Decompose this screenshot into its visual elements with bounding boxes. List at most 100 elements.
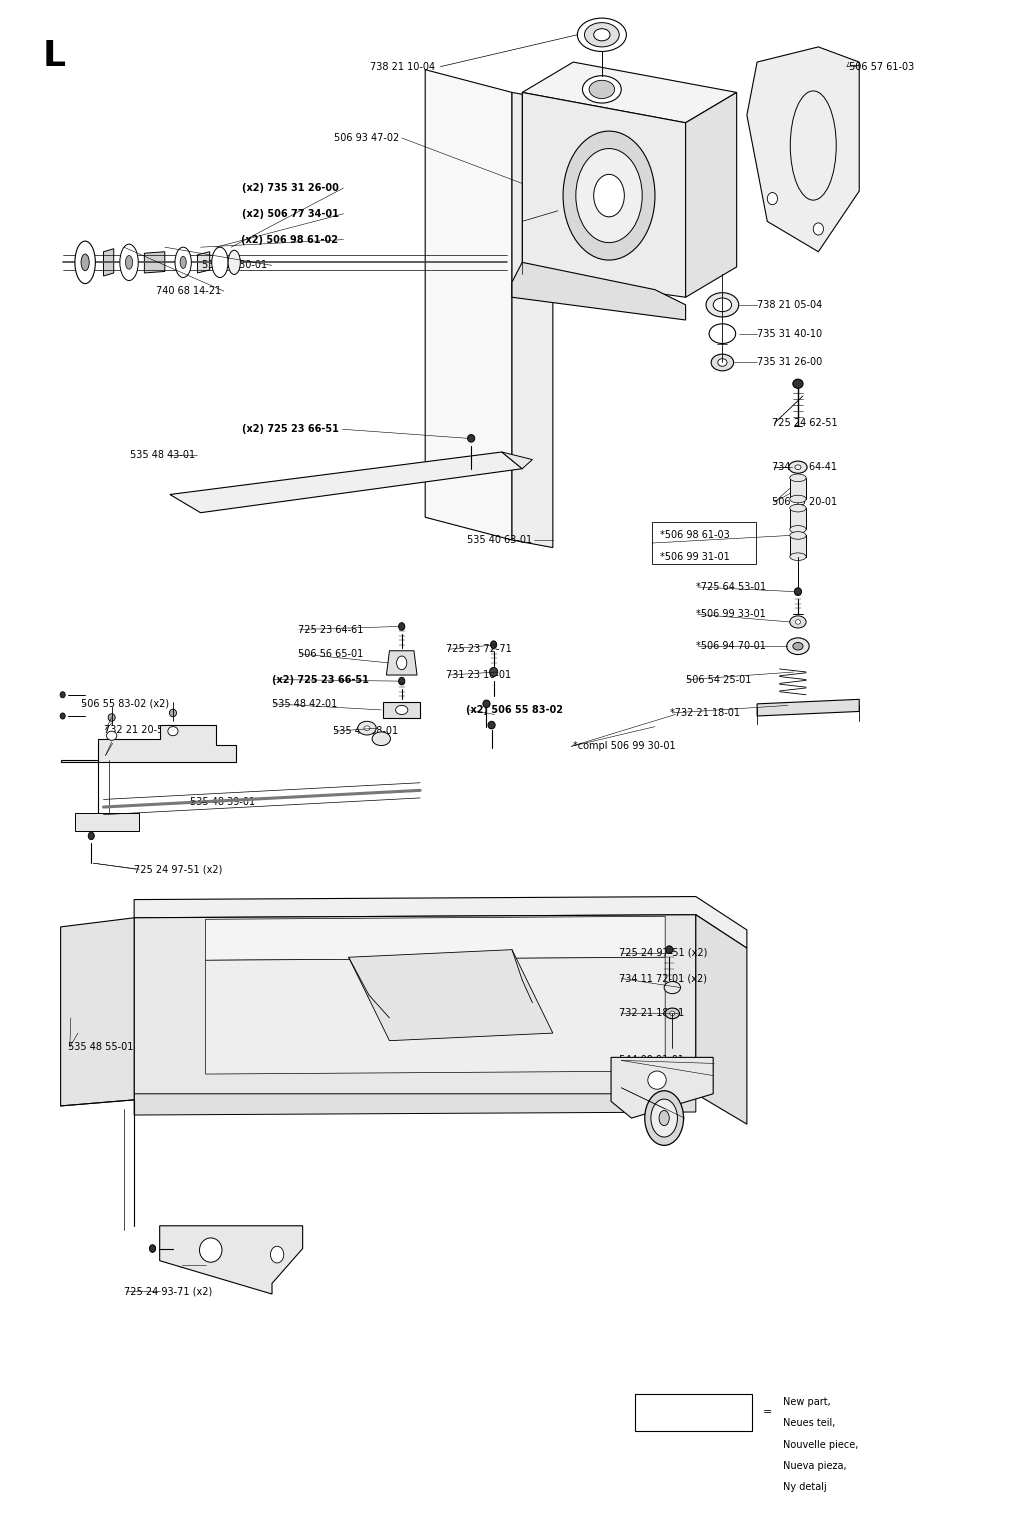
- Text: *506 99 33-01: *506 99 33-01: [696, 610, 766, 619]
- Ellipse shape: [357, 722, 376, 736]
- Ellipse shape: [575, 149, 642, 243]
- Text: 506 55 83-02 (x2): 506 55 83-02 (x2): [81, 699, 169, 708]
- Bar: [790, 477, 806, 499]
- Polygon shape: [60, 918, 134, 1107]
- Polygon shape: [383, 702, 420, 717]
- Text: *506 98 61-03: *506 98 61-03: [660, 530, 730, 541]
- Ellipse shape: [488, 722, 496, 730]
- Ellipse shape: [180, 257, 186, 269]
- Ellipse shape: [396, 657, 407, 670]
- Ellipse shape: [670, 1011, 675, 1015]
- Ellipse shape: [150, 1245, 156, 1252]
- Text: New part,: New part,: [782, 1397, 830, 1408]
- Text: 725 24 97-51 (x2): 725 24 97-51 (x2): [620, 947, 708, 958]
- Text: *506 99 31-01: *506 99 31-01: [660, 552, 730, 562]
- Polygon shape: [512, 263, 686, 321]
- Polygon shape: [198, 252, 210, 274]
- Text: 732 21 18-01: 732 21 18-01: [620, 1008, 684, 1018]
- Ellipse shape: [793, 378, 803, 388]
- Ellipse shape: [648, 1072, 667, 1090]
- Text: 535 48 38-01: 535 48 38-01: [333, 727, 398, 736]
- Text: 734 11 64-41: 734 11 64-41: [772, 462, 838, 473]
- Ellipse shape: [795, 465, 801, 470]
- Ellipse shape: [790, 474, 806, 482]
- Ellipse shape: [793, 643, 803, 651]
- Text: (x2) 506 77 34-01: (x2) 506 77 34-01: [242, 208, 338, 219]
- Ellipse shape: [790, 526, 806, 534]
- Text: 734 11 72-01 (x2): 734 11 72-01 (x2): [620, 973, 708, 983]
- Ellipse shape: [60, 713, 66, 719]
- Polygon shape: [746, 47, 859, 252]
- Text: 725 24 93-71 (x2): 725 24 93-71 (x2): [124, 1286, 212, 1297]
- Ellipse shape: [270, 1246, 284, 1263]
- Ellipse shape: [666, 1008, 680, 1018]
- Text: *732 21 18-01: *732 21 18-01: [671, 708, 740, 717]
- Bar: [635, 1394, 752, 1430]
- Text: 735 31 40-10: 735 31 40-10: [757, 328, 822, 339]
- Bar: [790, 535, 806, 556]
- Ellipse shape: [790, 505, 806, 512]
- Polygon shape: [386, 651, 417, 675]
- Polygon shape: [206, 917, 666, 961]
- Ellipse shape: [589, 81, 614, 99]
- Polygon shape: [60, 725, 237, 762]
- Ellipse shape: [126, 255, 133, 269]
- Text: 738 21 05-04: 738 21 05-04: [757, 299, 822, 310]
- Ellipse shape: [795, 588, 802, 596]
- Text: (x2) 725 23 66-51: (x2) 725 23 66-51: [272, 675, 369, 684]
- Ellipse shape: [88, 831, 94, 839]
- Polygon shape: [348, 950, 553, 1041]
- Text: *compl 506 99 30-01: *compl 506 99 30-01: [573, 742, 676, 751]
- Text: *506 94 70-01: *506 94 70-01: [696, 641, 766, 651]
- Ellipse shape: [578, 18, 627, 52]
- Text: Ny detalj: Ny detalj: [782, 1482, 826, 1493]
- Ellipse shape: [398, 623, 404, 631]
- Polygon shape: [170, 451, 522, 512]
- Ellipse shape: [372, 733, 390, 746]
- Ellipse shape: [75, 242, 95, 284]
- Ellipse shape: [585, 23, 620, 47]
- Ellipse shape: [651, 1099, 678, 1137]
- Text: 725 23 72-71: 725 23 72-71: [445, 644, 511, 654]
- Polygon shape: [611, 1058, 713, 1119]
- Polygon shape: [757, 699, 859, 716]
- Ellipse shape: [109, 714, 116, 722]
- Ellipse shape: [645, 1091, 684, 1146]
- Text: (x2) 735 31 26-00: (x2) 735 31 26-00: [242, 182, 338, 193]
- Text: (x2) 506 98 61-02: (x2) 506 98 61-02: [242, 234, 338, 245]
- Ellipse shape: [718, 359, 727, 366]
- Text: 535 48 39-01: 535 48 39-01: [190, 798, 255, 807]
- Ellipse shape: [790, 532, 806, 540]
- Text: Nouvelle piece,: Nouvelle piece,: [782, 1439, 858, 1450]
- Ellipse shape: [120, 245, 138, 281]
- Polygon shape: [522, 62, 736, 123]
- Text: 725 24 97-51 (x2): 725 24 97-51 (x2): [134, 865, 222, 874]
- Ellipse shape: [790, 616, 806, 628]
- Ellipse shape: [60, 692, 66, 698]
- Ellipse shape: [200, 1237, 222, 1262]
- Text: 506 54 25-01: 506 54 25-01: [686, 675, 751, 684]
- Ellipse shape: [659, 1111, 670, 1126]
- Ellipse shape: [228, 251, 241, 275]
- Ellipse shape: [483, 701, 490, 708]
- Text: (x2) 725 23 66-51: (x2) 725 23 66-51: [242, 424, 338, 435]
- Ellipse shape: [212, 248, 228, 278]
- Polygon shape: [134, 897, 746, 948]
- Text: 725 23 64-61: 725 23 64-61: [298, 625, 362, 634]
- Ellipse shape: [364, 727, 370, 731]
- Ellipse shape: [594, 29, 610, 41]
- Text: *725 64 53-01: *725 64 53-01: [696, 582, 766, 591]
- Ellipse shape: [468, 435, 475, 442]
- Ellipse shape: [790, 553, 806, 561]
- Text: 506 99 20-01: 506 99 20-01: [772, 497, 838, 508]
- Polygon shape: [696, 915, 746, 1125]
- Polygon shape: [512, 93, 553, 547]
- Ellipse shape: [786, 638, 809, 655]
- Ellipse shape: [489, 667, 498, 676]
- Ellipse shape: [767, 193, 777, 205]
- Text: L: L: [42, 40, 66, 73]
- Ellipse shape: [563, 131, 655, 260]
- Ellipse shape: [175, 248, 191, 278]
- Bar: [652, 521, 756, 564]
- Ellipse shape: [711, 354, 733, 371]
